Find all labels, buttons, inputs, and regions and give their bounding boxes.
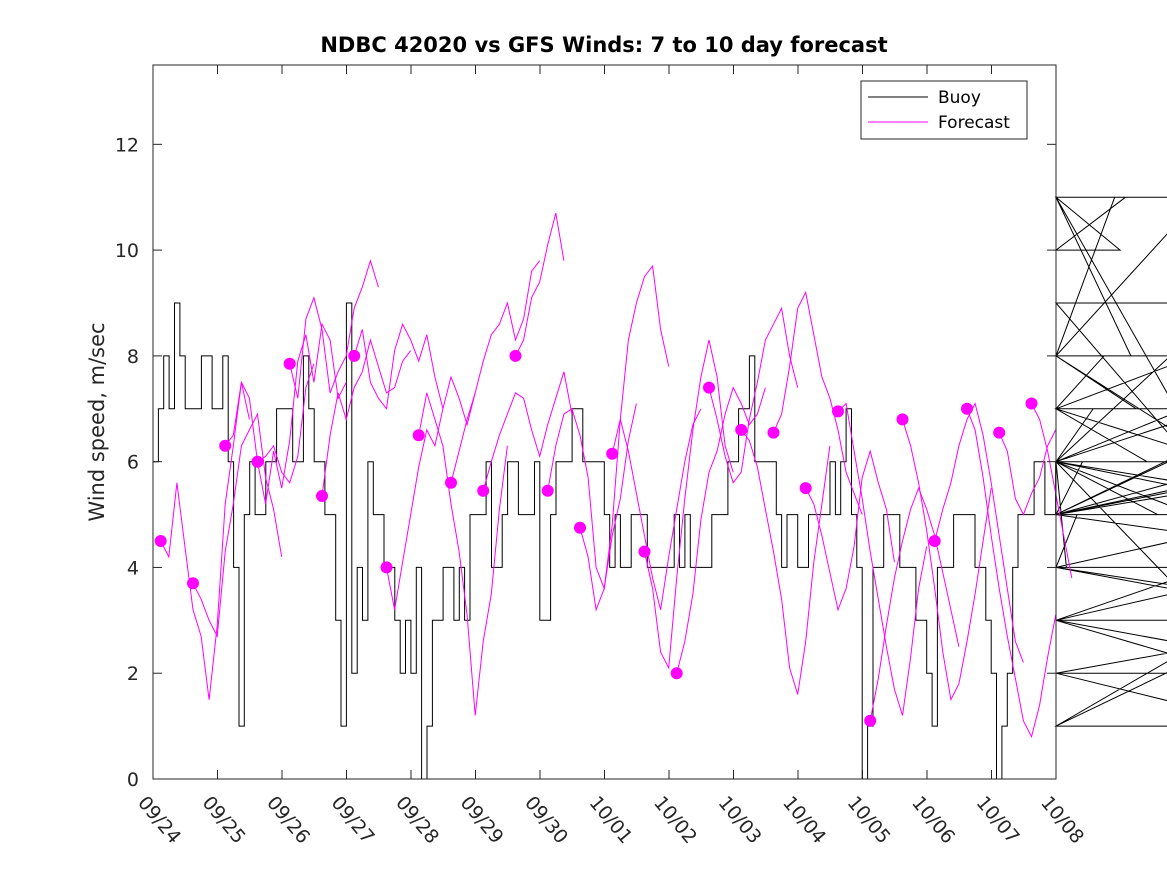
- forecast-series-3: [224, 363, 315, 484]
- forecast-series-27: [998, 429, 1057, 516]
- y-tick-label: 0: [127, 769, 139, 791]
- forecast-marker: [961, 402, 973, 415]
- y-tick-label: 6: [127, 452, 139, 474]
- forecast-series-1: [160, 382, 250, 700]
- legend-label-buoy: Buoy: [938, 88, 981, 108]
- legend-label-forecast: Forecast: [938, 113, 1010, 133]
- forecast-series-2: [192, 412, 283, 638]
- forecast-series-17: [676, 386, 766, 674]
- forecast-marker: [767, 426, 780, 439]
- forecast-series-13: [547, 403, 637, 591]
- forecast-marker: [412, 429, 425, 442]
- plot-area: [153, 196, 1167, 780]
- forecast-marker: [509, 349, 522, 362]
- forecast-marker: [928, 535, 941, 547]
- forecast-marker: [187, 577, 199, 590]
- forecast-marker: [219, 439, 232, 452]
- forecast-series-8: [386, 375, 476, 610]
- forecast-series-14: [579, 264, 670, 612]
- forecast-marker: [703, 381, 715, 394]
- forecast-marker: [993, 426, 1006, 439]
- forecast-marker: [670, 667, 683, 680]
- forecast-series-25: [934, 402, 1024, 663]
- forecast-series-4: [257, 322, 347, 505]
- forecast-series-16: [644, 339, 734, 670]
- buoy-layer: [153, 196, 1167, 780]
- forecast-marker: [574, 521, 586, 534]
- buoy-series: [153, 196, 1167, 780]
- legend-box: [860, 80, 1028, 140]
- forecast-marker: [541, 484, 554, 497]
- forecast-series-24: [902, 419, 992, 702]
- forecast-series-21: [805, 449, 895, 612]
- forecast-marker: [316, 490, 328, 502]
- forecast-series-7: [353, 322, 444, 411]
- y-tick-label: 10: [115, 240, 139, 262]
- forecast-marker: [799, 482, 812, 495]
- forecast-markers: [154, 349, 1038, 727]
- y-tick-label: 2: [127, 663, 139, 685]
- forecast-marker: [864, 714, 877, 727]
- forecast-series-18: [708, 306, 799, 484]
- forecast-marker: [896, 413, 909, 426]
- forecast-series-5: [289, 258, 379, 399]
- forecast-marker: [154, 535, 167, 547]
- forecast-marker: [283, 357, 296, 370]
- forecast-marker: [445, 476, 457, 489]
- forecast-series-9: [418, 392, 508, 716]
- forecast-marker: [735, 423, 748, 436]
- y-tick-label: 12: [115, 134, 139, 156]
- forecast-marker: [348, 349, 361, 362]
- forecast-marker: [606, 447, 619, 460]
- forecast-series-12: [515, 212, 565, 357]
- forecast-series-10: [450, 260, 541, 483]
- forecast-marker: [477, 484, 490, 497]
- legend: Buoy Forecast: [860, 80, 1028, 140]
- y-tick-label: 8: [127, 346, 139, 368]
- forecast-marker: [638, 545, 651, 558]
- forecast-series-20: [773, 290, 863, 515]
- y-tick-label: 4: [127, 557, 139, 579]
- forecast-series-23: [869, 486, 960, 721]
- forecast-marker: [1025, 397, 1038, 410]
- forecast-marker: [832, 405, 844, 418]
- forecast-series-26: [966, 408, 1057, 739]
- chart-title: NDBC 42020 vs GFS Winds: 7 to 10 day for…: [320, 33, 887, 57]
- y-axis-label: Wind speed, m/sec: [85, 322, 109, 521]
- forecast-series-11: [482, 371, 573, 491]
- forecast-series-28: [1031, 403, 1073, 579]
- forecast-layer: [160, 212, 1073, 739]
- forecast-series-19: [740, 429, 831, 695]
- y-axis: 0 2 4 6 8 10 12: [115, 134, 1056, 791]
- forecast-marker: [251, 455, 264, 468]
- forecast-marker: [380, 561, 393, 574]
- forecast-series-15: [611, 408, 702, 610]
- forecast-series-22: [837, 402, 928, 716]
